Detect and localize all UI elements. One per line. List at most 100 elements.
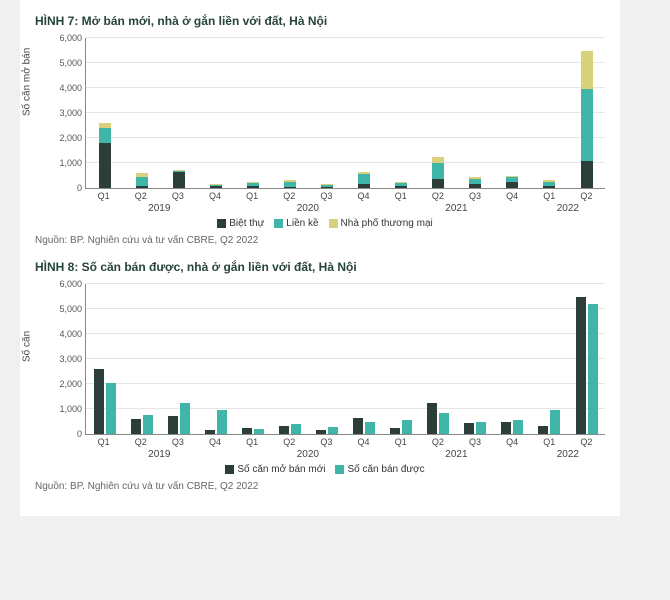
bar-stack [99, 123, 111, 188]
bar-segment [581, 51, 593, 90]
bar [439, 413, 449, 434]
bar [279, 426, 289, 434]
figure7-year-labels: 2019202020212022 [85, 203, 605, 214]
bar-group [568, 284, 605, 434]
bar [254, 429, 264, 434]
x-tick-label: Q2 [419, 191, 456, 201]
bar-pair [131, 415, 153, 434]
bar-group [531, 284, 568, 434]
x-tick-label: Q3 [159, 437, 196, 447]
bar [576, 297, 586, 435]
bar-group [568, 38, 605, 188]
bar [365, 422, 375, 435]
year-label: 2019 [85, 449, 234, 460]
bar-pair [242, 428, 264, 434]
bar [143, 415, 153, 434]
y-tick-label: 6,000 [59, 279, 86, 289]
x-tick-label: Q4 [494, 437, 531, 447]
bar-segment [581, 161, 593, 189]
y-tick-label: 3,000 [59, 108, 86, 118]
bar-stack [173, 170, 185, 188]
figure7-plot-area: 01,0002,0003,0004,0005,0006,000 [85, 38, 605, 189]
bar-group [457, 38, 494, 188]
bar-stack [543, 180, 555, 188]
y-tick-label: 6,000 [59, 33, 86, 43]
figure8-legend: Số căn mở bán mớiSố căn bán được [35, 464, 605, 475]
y-tick-label: 4,000 [59, 83, 86, 93]
x-tick-label: Q2 [271, 437, 308, 447]
legend-swatch [217, 219, 226, 228]
x-tick-label: Q2 [419, 437, 456, 447]
bar-stack [581, 51, 593, 189]
figure7-title: HÌNH 7: Mở bán mới, nhà ở gắn liền với đ… [35, 14, 605, 28]
figure7-source: Nguồn: BP. Nghiên cứu và tư vấn CBRE, Q2… [35, 235, 605, 246]
bar [588, 304, 598, 434]
bar-stack [358, 172, 370, 188]
x-tick-label: Q3 [159, 191, 196, 201]
figure8-source: Nguồn: BP. Nghiên cứu và tư vấn CBRE, Q2… [35, 481, 605, 492]
bar [316, 430, 326, 434]
bar-group [346, 284, 383, 434]
y-tick-label: 4,000 [59, 329, 86, 339]
x-tick-label: Q1 [531, 437, 568, 447]
bar [550, 410, 560, 434]
bar-stack [136, 173, 148, 188]
legend-swatch [335, 465, 344, 474]
bar-group [420, 284, 457, 434]
bar [106, 383, 116, 434]
bar-group [383, 284, 420, 434]
bar-group [197, 38, 234, 188]
year-label: 2020 [234, 449, 383, 460]
bar-segment [136, 177, 148, 186]
bar-pair [205, 410, 227, 434]
bar-group [531, 38, 568, 188]
bar [402, 420, 412, 434]
bar [217, 410, 227, 434]
bar-group [234, 284, 271, 434]
bar [513, 420, 523, 434]
legend-label: Biệt thự [229, 218, 264, 229]
bar-group [86, 38, 123, 188]
bar-stack [321, 184, 333, 188]
bar-group [420, 38, 457, 188]
x-tick-label: Q1 [85, 191, 122, 201]
bar-segment [321, 187, 333, 188]
legend-swatch [225, 465, 234, 474]
y-tick-label: 0 [77, 429, 86, 439]
legend-label: Nhà phố thương mại [341, 218, 433, 229]
bar-group [457, 284, 494, 434]
bar-pair [538, 410, 560, 434]
x-tick-label: Q4 [494, 191, 531, 201]
bar [180, 403, 190, 434]
bar-group [494, 38, 531, 188]
y-tick-label: 0 [77, 183, 86, 193]
bar-group [346, 38, 383, 188]
x-tick-label: Q2 [271, 191, 308, 201]
bar-segment [358, 184, 370, 188]
x-tick-label: Q3 [456, 191, 493, 201]
year-label: 2020 [234, 203, 383, 214]
bar [501, 422, 511, 435]
y-tick-label: 5,000 [59, 58, 86, 68]
year-label: 2021 [382, 203, 531, 214]
bar-stack [284, 180, 296, 188]
bar-segment [173, 172, 185, 188]
figure8-title: HÌNH 8: Số căn bán được, nhà ở gắn liền … [35, 260, 605, 274]
x-tick-label: Q1 [382, 437, 419, 447]
bar-group [494, 284, 531, 434]
bar-group [123, 38, 160, 188]
year-label: 2022 [531, 449, 605, 460]
y-tick-label: 2,000 [59, 379, 86, 389]
figure8-plot-area: 01,0002,0003,0004,0005,0006,000 [85, 284, 605, 435]
figure8-chart: Số căn 01,0002,0003,0004,0005,0006,000 Q… [35, 284, 605, 460]
bar [464, 423, 474, 434]
x-tick-label: Q1 [234, 191, 271, 201]
bar-pair [464, 422, 486, 435]
bar-segment [284, 187, 296, 189]
bar-pair [576, 297, 598, 435]
x-tick-label: Q1 [85, 437, 122, 447]
bar-segment [543, 186, 555, 189]
bar-group [383, 38, 420, 188]
bar [94, 369, 104, 434]
bar [328, 427, 338, 435]
